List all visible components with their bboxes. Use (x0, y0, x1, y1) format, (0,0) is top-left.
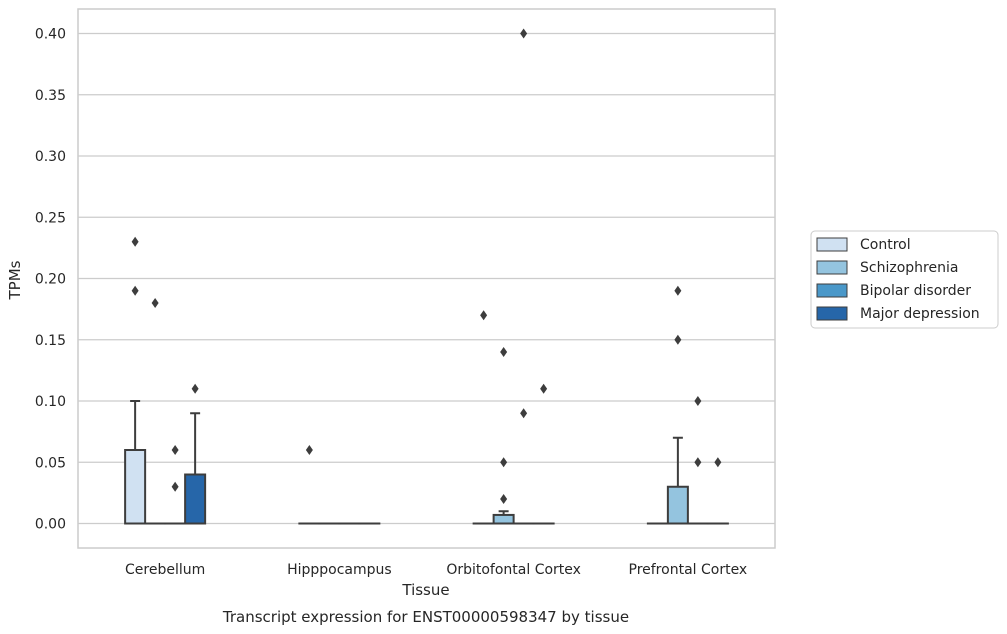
outlier-point (480, 310, 488, 321)
outlier-point (131, 236, 139, 247)
box (512, 28, 535, 525)
box (298, 445, 321, 525)
box (706, 457, 729, 525)
box-iqr (492, 513, 515, 525)
legend-swatch (816, 260, 848, 275)
outlier-point (674, 285, 682, 296)
legend-frame (810, 230, 999, 329)
legend-swatch (816, 283, 848, 298)
box (124, 236, 147, 525)
outlier-point (500, 494, 508, 504)
x-axis-label: Tissue (401, 581, 449, 599)
outlier-point (171, 481, 179, 492)
box (492, 347, 515, 525)
legend: Control Schizophrenia Bipolar disorder Majo… (810, 230, 999, 329)
outlier-point (520, 28, 528, 39)
y-tick-label: 0.40 (35, 27, 66, 43)
box (532, 383, 555, 525)
box (686, 396, 709, 525)
y-tick-labels: 0.00 0.05 0.10 0.15 0.20 0.25 0.30 0.35 0.40 (35, 27, 66, 533)
outlier-point (674, 334, 682, 345)
legend-label: Control (860, 237, 911, 253)
box-iqr (666, 485, 689, 525)
x-tick-label: Cerebellum (125, 562, 205, 578)
box (666, 285, 689, 525)
box (184, 383, 207, 525)
legend-swatch (816, 306, 848, 321)
legend-label: Bipolar disorder (860, 283, 971, 299)
outlier-point (131, 285, 139, 296)
outlier-point (694, 457, 702, 468)
outlier-point (151, 298, 159, 308)
box (472, 310, 495, 525)
outlier-point (500, 457, 508, 468)
outlier-point (500, 347, 508, 357)
outlier-point (520, 408, 528, 419)
box (144, 298, 167, 525)
plot-frame (77, 8, 776, 549)
outlier-point (714, 457, 722, 468)
outlier-point (305, 445, 313, 455)
legend-swatch (816, 237, 848, 252)
y-tick-label: 0.20 (35, 272, 66, 288)
box-groups (124, 28, 729, 525)
y-tick-label: 0.35 (35, 88, 66, 104)
y-tick-label: 0.30 (35, 149, 66, 165)
legend-label: Major depression (860, 306, 980, 322)
x-tick-label: Orbitofontal Cortex (446, 562, 581, 578)
y-tick-label: 0.05 (35, 455, 66, 471)
x-tick-label: Prefrontal Cortex (629, 562, 748, 578)
y-tick-label: 0.10 (35, 394, 66, 410)
box-iqr (124, 449, 147, 525)
box-iqr (184, 473, 207, 525)
x-tick-label: Hipppocampus (287, 562, 392, 578)
outlier-point (694, 396, 702, 406)
outlier-point (191, 383, 199, 394)
y-gridlines (78, 32, 775, 525)
y-axis-label: TPMs (6, 260, 24, 300)
y-tick-label: 0.15 (35, 333, 66, 349)
y-tick-label: 0.25 (35, 210, 66, 226)
legend-label: Schizophrenia (860, 260, 958, 276)
chart-caption: Transcript expression for ENST0000059834… (222, 608, 629, 626)
plot-area-border (77, 8, 776, 549)
y-tick-label: 0.00 (35, 517, 66, 533)
outlier-point (171, 445, 179, 455)
box (164, 445, 187, 525)
x-tick-labels: Cerebellum Hipppocampus Orbitofontal Corte… (125, 562, 747, 578)
outlier-point (540, 383, 548, 394)
